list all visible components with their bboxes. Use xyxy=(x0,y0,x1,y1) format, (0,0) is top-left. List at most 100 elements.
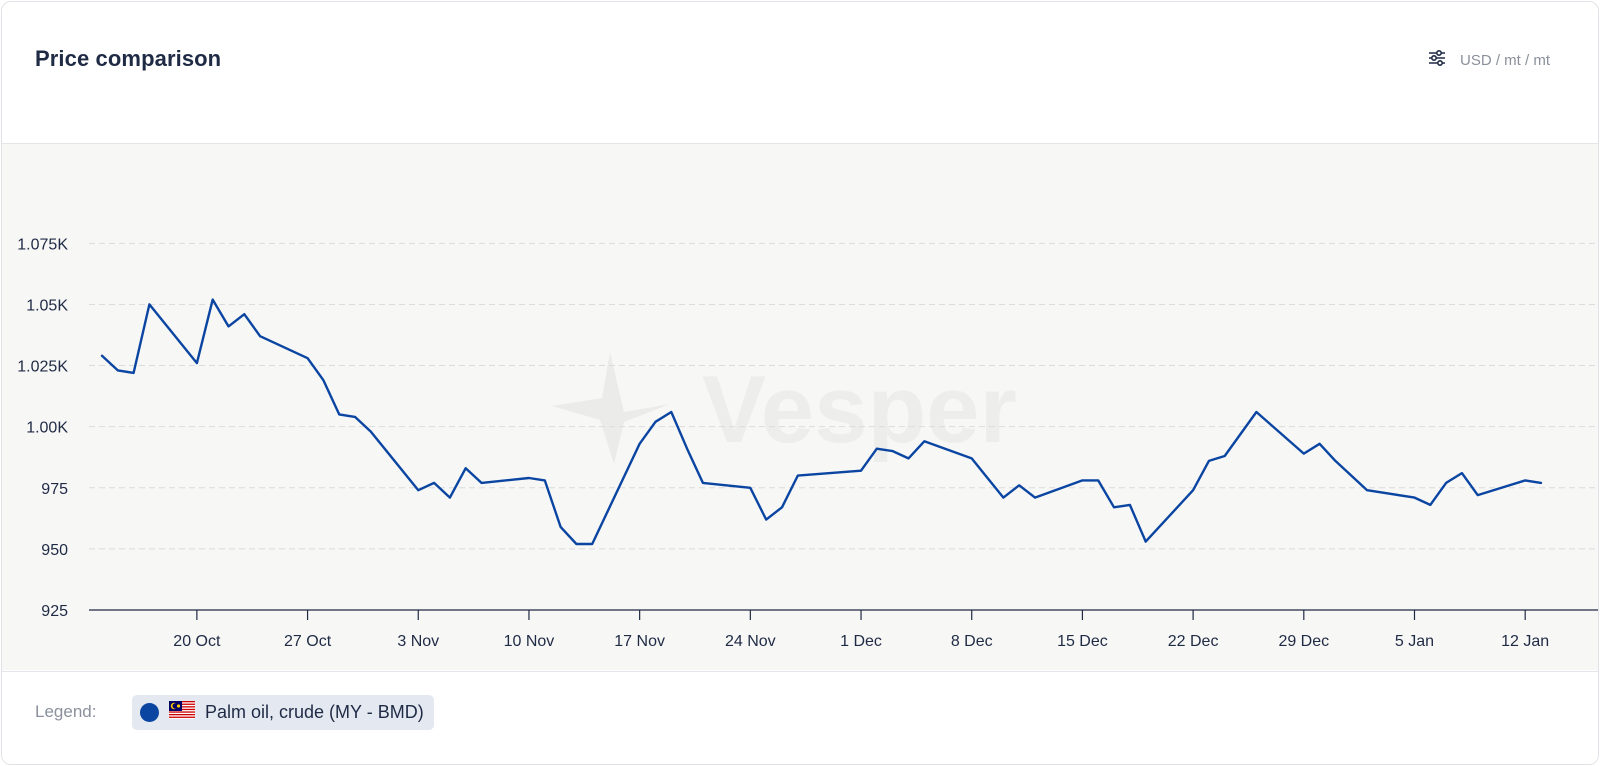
series-layer xyxy=(97,295,1546,549)
data-point[interactable] xyxy=(239,309,249,319)
data-point[interactable] xyxy=(540,475,550,485)
data-point[interactable] xyxy=(350,412,360,422)
data-point[interactable] xyxy=(587,539,597,549)
y-axis: 925 950 975 1.00K 1.025K 1.05K 1.075K xyxy=(17,236,68,620)
watermark-text: Vesper xyxy=(702,356,1017,463)
data-point[interactable] xyxy=(413,485,423,495)
data-point[interactable] xyxy=(1520,475,1530,485)
data-point[interactable] xyxy=(208,295,218,305)
data-point[interactable] xyxy=(856,466,866,476)
x-tick-label: 10 Nov xyxy=(504,633,555,650)
data-point[interactable] xyxy=(777,502,787,512)
data-point[interactable] xyxy=(745,483,755,493)
x-tick-label: 29 Dec xyxy=(1278,633,1329,650)
data-point[interactable] xyxy=(192,358,202,368)
y-tick-label: 975 xyxy=(41,481,68,498)
y-tick-label: 1.075K xyxy=(17,236,68,253)
data-point[interactable] xyxy=(888,446,898,456)
data-point[interactable] xyxy=(113,365,123,375)
page-title: Price comparison xyxy=(35,46,222,71)
data-point[interactable] xyxy=(1077,475,1087,485)
x-tick-label: 3 Nov xyxy=(397,633,439,650)
sliders-icon[interactable] xyxy=(1428,49,1446,71)
data-point[interactable] xyxy=(1315,439,1325,449)
data-point[interactable] xyxy=(303,353,313,363)
data-point[interactable] xyxy=(1093,475,1103,485)
data-point[interactable] xyxy=(872,444,882,454)
grid-lines xyxy=(89,242,1598,550)
data-point[interactable] xyxy=(651,417,661,427)
data-point[interactable] xyxy=(366,427,376,437)
data-point[interactable] xyxy=(1362,485,1372,495)
x-tick-label: 17 Nov xyxy=(614,633,665,650)
data-point[interactable] xyxy=(983,473,993,483)
data-point[interactable] xyxy=(429,478,439,488)
data-point[interactable] xyxy=(461,463,471,473)
data-point[interactable] xyxy=(1473,490,1483,500)
data-point[interactable] xyxy=(556,522,566,532)
data-point[interactable] xyxy=(1410,493,1420,503)
x-tick-label: 5 Jan xyxy=(1395,633,1434,650)
legend-label: Legend: xyxy=(35,702,97,721)
data-point[interactable] xyxy=(1188,485,1198,495)
data-point[interactable] xyxy=(255,331,265,341)
data-point[interactable] xyxy=(904,453,914,463)
x-tick-label: 12 Jan xyxy=(1501,633,1549,650)
data-point[interactable] xyxy=(571,539,581,549)
y-tick-label: 1.05K xyxy=(26,297,68,314)
data-point[interactable] xyxy=(1030,493,1040,503)
legend-series-label: Palm oil, crude (MY - BMD) xyxy=(205,702,424,722)
data-point[interactable] xyxy=(761,515,771,525)
data-point[interactable] xyxy=(477,478,487,488)
data-point[interactable] xyxy=(1251,407,1261,417)
data-point[interactable] xyxy=(524,473,534,483)
x-axis: 20 Oct 27 Oct 3 Nov 10 Nov 17 Nov 24 Nov 1 Dec… xyxy=(89,609,1598,650)
data-point[interactable] xyxy=(967,453,977,463)
data-point[interactable] xyxy=(793,471,803,481)
data-point[interactable] xyxy=(1109,502,1119,512)
data-point[interactable] xyxy=(1220,451,1230,461)
y-tick-label: 950 xyxy=(41,542,68,559)
data-point[interactable] xyxy=(919,436,929,446)
malaysia-flag-icon xyxy=(169,701,195,724)
x-tick-label: 22 Dec xyxy=(1168,633,1219,650)
data-point[interactable] xyxy=(1425,500,1435,510)
legend-bar: Legend: Palm oil, xyxy=(2,671,1598,764)
data-point[interactable] xyxy=(1204,456,1214,466)
y-tick-label: 925 xyxy=(41,603,68,620)
data-point[interactable] xyxy=(998,493,1008,503)
legend-item-palm-oil[interactable]: Palm oil, crude (MY - BMD) xyxy=(132,695,434,730)
series-line[interactable] xyxy=(100,298,1543,546)
data-point[interactable] xyxy=(698,478,708,488)
data-point[interactable] xyxy=(224,321,234,331)
units-selector[interactable]: USD / mt / mt xyxy=(1428,49,1550,71)
data-point[interactable] xyxy=(318,375,328,385)
data-point[interactable] xyxy=(1014,480,1024,490)
data-point[interactable] xyxy=(1441,478,1451,488)
data-point[interactable] xyxy=(129,368,139,378)
data-point[interactable] xyxy=(666,407,676,417)
x-tick-label: 27 Oct xyxy=(284,633,332,650)
x-tick-label: 24 Nov xyxy=(725,633,776,650)
x-tick-label: 8 Dec xyxy=(951,633,993,650)
data-point[interactable] xyxy=(334,409,344,419)
data-point[interactable] xyxy=(1299,449,1309,459)
units-label[interactable]: USD / mt / mt xyxy=(1460,52,1550,69)
data-point[interactable] xyxy=(635,439,645,449)
data-point[interactable] xyxy=(1457,468,1467,478)
x-tick-label: 15 Dec xyxy=(1057,633,1108,650)
card-header: Price comparison USD / mt / mt xyxy=(2,2,1598,144)
data-point[interactable] xyxy=(682,444,692,454)
series-color-dot xyxy=(140,703,159,722)
data-point[interactable] xyxy=(1330,456,1340,466)
data-point[interactable] xyxy=(97,351,107,361)
data-point[interactable] xyxy=(1536,478,1546,488)
vesper-watermark: Vesper xyxy=(552,352,1017,464)
y-tick-label: 1.00K xyxy=(26,420,68,437)
data-point[interactable] xyxy=(1125,500,1135,510)
data-point[interactable] xyxy=(144,299,154,309)
data-point[interactable] xyxy=(445,493,455,503)
x-tick-label: 20 Oct xyxy=(173,633,221,650)
data-point[interactable] xyxy=(1141,537,1151,547)
